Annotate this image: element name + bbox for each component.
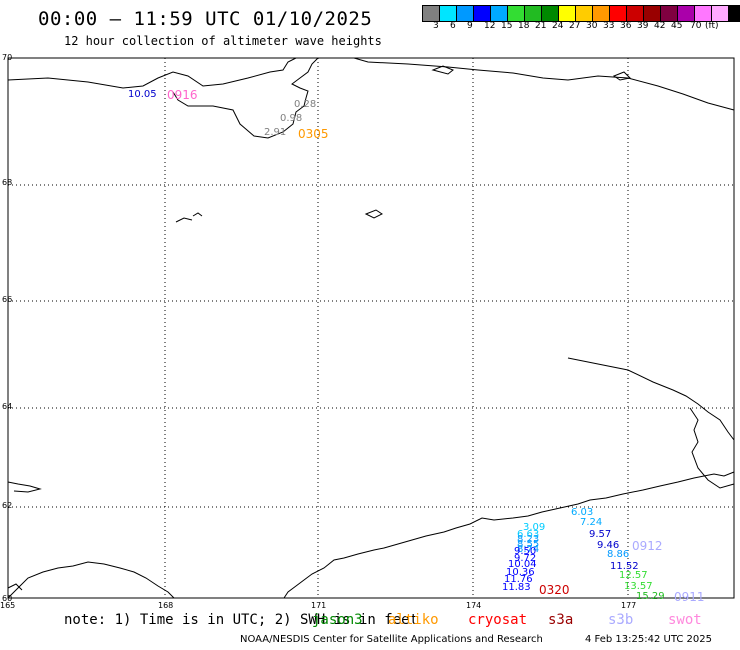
- lat-label: 70: [2, 53, 13, 62]
- wave-height-value: 11.52: [610, 561, 639, 572]
- wave-height-value: 0.98: [280, 113, 303, 124]
- footer-note: note: 1) Time is in UTC; 2) SWH is in fe…: [64, 612, 419, 628]
- lat-label: 66: [2, 295, 13, 304]
- colorbar-label: 45: [671, 21, 683, 31]
- mission-label: swot: [668, 612, 702, 628]
- colorbar-swatch: [627, 6, 644, 21]
- wave-height-value: 9.57: [589, 529, 612, 540]
- colorbar-swatch: [661, 6, 678, 21]
- wave-height-value: 15.29: [636, 591, 665, 602]
- colorbar-label: 70: [690, 21, 702, 31]
- generated-timestamp: 4 Feb 13:25:42 UTC 2025: [585, 634, 712, 645]
- wave-height-value: 8.74: [517, 544, 540, 555]
- lat-label: 64: [2, 402, 13, 411]
- colorbar-swatch: [525, 6, 542, 21]
- map-title: 00:00 – 11:59 UTC 01/10/2025: [38, 8, 373, 30]
- colorbar-label: 21: [535, 21, 547, 31]
- pass-time-label: 0911: [674, 590, 705, 604]
- colorbar-swatch: [678, 6, 695, 21]
- wave-height-value: 6.63: [517, 529, 540, 540]
- colorbar-swatch: [440, 6, 457, 21]
- wave-height-value: 8.55: [517, 539, 540, 550]
- pass-time-label: 0916: [167, 88, 198, 102]
- wave-height-value: 11.76: [504, 574, 533, 585]
- colorbar-label: 30: [586, 21, 598, 31]
- pass-time-label: 0305: [298, 127, 329, 141]
- wave-height-value: 11.83: [502, 582, 531, 593]
- colorbar-swatch: [423, 6, 440, 21]
- lon-label: 174: [466, 601, 482, 610]
- colorbar-label: 18: [518, 21, 530, 31]
- mission-label: cryosat: [468, 612, 528, 628]
- lon-label: 177: [621, 601, 637, 610]
- colorbar-swatch: [593, 6, 610, 21]
- wave-height-value: 7.24: [580, 517, 603, 528]
- wave-height-value: 10.05: [128, 89, 157, 100]
- colorbar-swatch: [508, 6, 525, 21]
- wave-height-value: 3.09: [523, 522, 546, 533]
- coastline: [7, 57, 735, 599]
- colorbar-label: 39: [637, 21, 649, 31]
- lon-label: 165: [0, 601, 16, 610]
- colorbar-swatch: [576, 6, 593, 21]
- colorbar-label: 15: [501, 21, 513, 31]
- wave-height-value: 12.57: [619, 570, 648, 581]
- wave-height-value: 10.04: [508, 559, 537, 570]
- pass-time-label: 0912: [632, 539, 663, 553]
- colorbar-labels: 3 6 9 12 15 18 21 24 27 30 33 36 39 42 45 70 (ft): [422, 21, 740, 33]
- wave-height-value: 8.86: [607, 549, 630, 560]
- wave-height-value: 6.03: [571, 507, 594, 518]
- wave-height-value: 10.36: [506, 567, 535, 578]
- map-frame: [7, 57, 735, 599]
- wave-height-value: 9.72: [514, 553, 537, 564]
- colorbar-swatch: [457, 6, 474, 21]
- colorbar-swatch: [542, 6, 559, 21]
- mission-label: altiko: [388, 612, 439, 628]
- colorbar-label: 42: [654, 21, 666, 31]
- map-panel: [7, 57, 735, 599]
- lat-label: 62: [2, 501, 13, 510]
- colorbar-label: 27: [569, 21, 581, 31]
- colorbar-label: 36: [620, 21, 632, 31]
- colorbar-swatch: [474, 6, 491, 21]
- wave-height-value: 13.57: [624, 581, 653, 592]
- colorbar-swatch: [491, 6, 508, 21]
- mission-label: s3a: [548, 612, 574, 628]
- wave-height-value: 8.23: [517, 534, 540, 545]
- mission-label: s3b: [608, 612, 634, 628]
- colorbar-label: 6: [450, 21, 456, 31]
- lat-label: 60: [2, 594, 13, 603]
- colorbar-unit: (ft): [705, 21, 719, 31]
- lon-label: 168: [158, 601, 174, 610]
- colorbar-swatch: [610, 6, 627, 21]
- wave-height-colorbar: [422, 5, 740, 22]
- mission-label: jason3: [312, 612, 363, 628]
- graticule: [8, 58, 734, 598]
- colorbar-swatch: [559, 6, 576, 21]
- map-subtitle: 12 hour collection of altimeter wave hei…: [64, 34, 382, 48]
- wave-height-value: 9.46: [597, 540, 620, 551]
- colorbar-label: 12: [484, 21, 496, 31]
- colorbar-swatch: [695, 6, 712, 21]
- colorbar-label: 3: [433, 21, 439, 31]
- credit-line: NOAA/NESDIS Center for Satellite Applica…: [240, 634, 543, 645]
- wave-height-value: 9.50: [514, 546, 537, 557]
- lat-label: 68: [2, 178, 13, 187]
- colorbar-swatch: [644, 6, 661, 21]
- colorbar-label: 24: [552, 21, 564, 31]
- colorbar-swatch: [712, 6, 729, 21]
- wave-height-value: 0.28: [294, 99, 317, 110]
- colorbar-swatch: [729, 6, 740, 21]
- colorbar-label: 9: [467, 21, 473, 31]
- pass-time-label: 0320: [539, 583, 570, 597]
- lon-label: 171: [311, 601, 327, 610]
- wave-height-value: 2.91: [264, 127, 287, 138]
- colorbar-label: 33: [603, 21, 615, 31]
- map-canvas: [7, 57, 735, 599]
